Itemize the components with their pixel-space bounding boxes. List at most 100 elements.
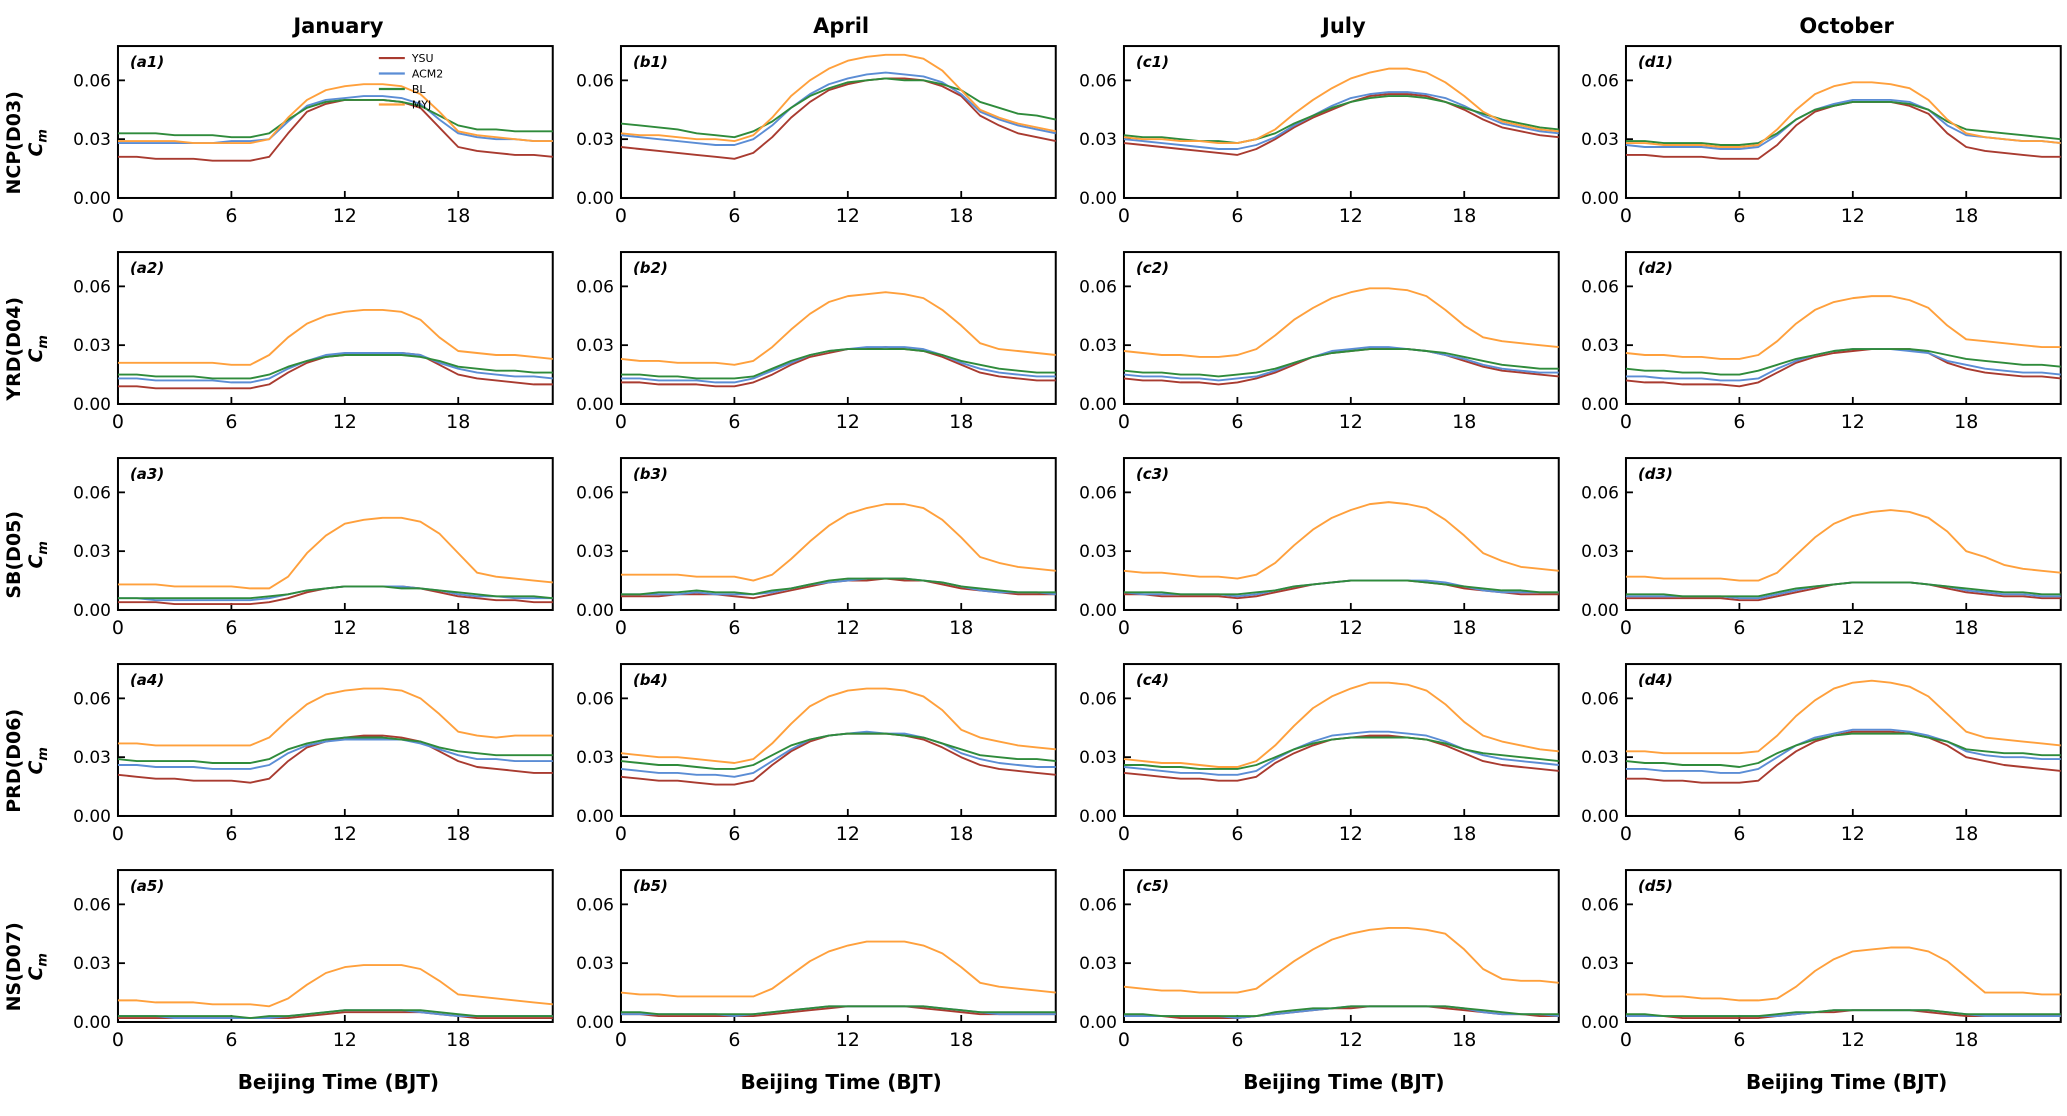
panel-b4: 0.00 0.03 0.06 0 6 12 18 (b4) (559, 658, 1062, 864)
x-tick-label: 6 (1231, 823, 1243, 845)
y-tick-label: 0.03 (73, 542, 111, 562)
x-tick-label: 18 (1452, 205, 1476, 227)
series-YSU-line (620, 346, 1056, 388)
x-axis-label: Beijing Time (BJT) (1745, 1070, 1948, 1094)
panel-d5-chart: 0.00 0.03 0.06 0 6 12 18 (d5) (1581, 869, 2063, 1051)
x-tick-label: 6 (1734, 617, 1746, 639)
series-BL-line (1123, 348, 1559, 378)
y-tick-label: 0.00 (1079, 189, 1117, 209)
panel-a3: 0.00 0.03 0.06 0 6 12 18 (a3) (56, 452, 559, 658)
panel-d3-chart: 0.00 0.03 0.06 0 6 12 18 (d3) (1581, 457, 2063, 639)
y-tick-label: 0.00 (576, 395, 614, 415)
panel-d5: 0.00 0.03 0.06 0 6 12 18 (d5) (1564, 864, 2067, 1070)
y-tick-label: 0.03 (576, 542, 614, 562)
y-tick-label: 0.06 (576, 71, 614, 91)
axes-frame (116, 663, 554, 817)
y-tick-label: 0.03 (1079, 542, 1117, 562)
panel-a5-chart: 0.00 0.03 0.06 0 6 12 18 (a5) (73, 869, 554, 1051)
y-tick-label: 0.00 (1079, 601, 1117, 621)
panel-b3-chart: 0.00 0.03 0.06 0 6 12 18 (b3) (576, 457, 1057, 639)
y-tick-label: 0.03 (73, 748, 111, 768)
panel-label: (b5) (633, 877, 668, 895)
row-label-sb: SB(D05) Cm (0, 452, 56, 658)
x-tick-label: 12 (1841, 823, 1865, 845)
panel-label: (c2) (1135, 259, 1168, 277)
axes-frame (116, 869, 554, 1023)
x-axis-label: Beijing Time (BJT) (1243, 1070, 1445, 1094)
series-MYJ-line (620, 687, 1056, 764)
x-tick-label: 18 (949, 823, 973, 845)
y-tick-label: 0.06 (73, 689, 111, 709)
y-tick-label: 0.06 (1581, 483, 1619, 503)
series-MYJ-line (1123, 926, 1559, 994)
axes-frame (619, 251, 1057, 405)
series-BL-line (1626, 732, 2062, 768)
x-tick-label: 0 (112, 205, 124, 227)
panel-b1-chart: 0.00 0.03 0.06 0 6 12 18 (b1) (576, 45, 1057, 227)
panel-label: (c5) (1135, 877, 1168, 895)
panel-d1-chart: 0.00 0.03 0.06 0 6 12 18 (d1) (1581, 45, 2063, 227)
series-YSU-line (1626, 348, 2062, 388)
y-tick-label: 0.00 (1581, 807, 1619, 827)
footer-spacer (0, 1070, 56, 1106)
series-ACM2-line (1123, 346, 1559, 382)
series-ACM2-line (1626, 728, 2062, 774)
row-prd: PRD(D06) Cm 0.00 0.03 0.06 0 6 12 18 (a4) 0.00 0… (0, 658, 2067, 864)
y-tick-label: 0.03 (1079, 748, 1117, 768)
x-tick-label: 6 (728, 823, 740, 845)
x-tick-label: 0 (1620, 617, 1632, 639)
panel-label: (d2) (1638, 259, 1673, 277)
axes-frame (619, 45, 1057, 199)
series-MYJ-line (620, 940, 1056, 998)
panel-c5-chart: 0.00 0.03 0.06 0 6 12 18 (c5) (1079, 869, 1560, 1051)
series-BL-line (1626, 581, 2062, 598)
x-tick-label: 6 (728, 1029, 740, 1051)
y-tick-label: 0.03 (1581, 748, 1619, 768)
series-MYJ-line (1626, 295, 2062, 360)
x-tick-label: 18 (949, 411, 973, 433)
panel-label: (b1) (633, 53, 668, 71)
x-tick-label: 18 (1954, 823, 1978, 845)
y-tick-label: 0.00 (576, 807, 614, 827)
x-tick-label: 12 (333, 617, 357, 639)
panel-label: (d4) (1638, 671, 1673, 689)
y-tick-label: 0.03 (1581, 336, 1619, 356)
x-tick-label: 0 (112, 823, 124, 845)
series-BL-line (117, 1009, 553, 1020)
x-tick-label: 18 (949, 205, 973, 227)
axes-frame (116, 45, 554, 199)
x-tick-label: 6 (1231, 617, 1243, 639)
column-title-july: July (1322, 14, 1366, 38)
series-MYJ-line (117, 83, 553, 145)
x-tick-label: 6 (728, 411, 740, 433)
axes-frame (1625, 663, 2063, 817)
panel-a2: 0.00 0.03 0.06 0 6 12 18 (a2) (56, 246, 559, 452)
x-tick-label: 6 (225, 823, 237, 845)
panel-b1: 0.00 0.03 0.06 0 6 12 18 (b1) (559, 40, 1062, 246)
panel-label: (a4) (130, 671, 164, 689)
y-tick-label: 0.06 (73, 71, 111, 91)
row-ncp: NCP(D03) Cm 0.00 0.03 0.06 0 6 12 18 (a1) YSU ACM… (0, 40, 2067, 246)
panel-label: (d5) (1638, 877, 1673, 895)
panel-label: (a3) (130, 465, 164, 483)
y-tick-label: 0.06 (1079, 483, 1117, 503)
axes-frame (1122, 251, 1560, 405)
row-label-prd: PRD(D06) Cm (0, 658, 56, 864)
x-tick-label: 0 (1117, 411, 1129, 433)
panel-c4: 0.00 0.03 0.06 0 6 12 18 (c4) (1062, 658, 1565, 864)
x-tick-label: 18 (446, 205, 470, 227)
axes-frame (619, 663, 1057, 817)
y-tick-label: 0.03 (73, 130, 111, 150)
panel-b3: 0.00 0.03 0.06 0 6 12 18 (b3) (559, 452, 1062, 658)
y-tick-label: 0.00 (73, 395, 111, 415)
x-tick-label: 18 (1954, 617, 1978, 639)
y-tick-label: 0.00 (576, 601, 614, 621)
y-tick-label: 0.00 (1581, 189, 1619, 209)
y-axis-symbol: Cm (25, 953, 51, 981)
x-tick-label: 18 (949, 1029, 973, 1051)
axes-frame (1122, 45, 1560, 199)
panel-label: (a2) (130, 259, 164, 277)
series-BL-line (1123, 736, 1559, 770)
y-tick-label: 0.03 (1079, 954, 1117, 974)
x-tick-label: 12 (1841, 411, 1865, 433)
